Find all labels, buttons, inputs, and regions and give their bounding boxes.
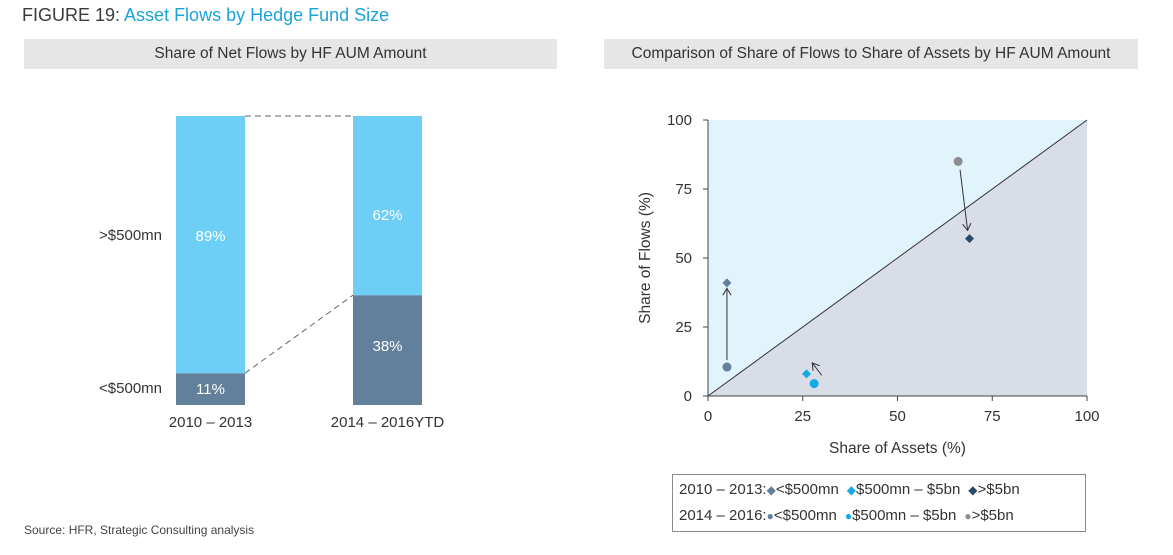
scatter-point-circle	[809, 379, 819, 389]
legend-row-2014-2016: 2014 – 2016:●<$500mn ●$500mn – $5bn ●>$5bn	[679, 504, 1014, 528]
legend-item: >$5bn	[977, 481, 1020, 498]
arrow-shaft	[959, 169, 969, 231]
series-label-over-500mn: >$500mn	[99, 227, 162, 244]
connector-line-segment	[244, 294, 354, 374]
left-panel-title: Share of Net Flows by HF AUM Amount	[24, 39, 557, 69]
right-panel-title: Comparison of Share of Flows to Share of…	[604, 39, 1138, 69]
arrow-head	[962, 222, 972, 232]
category-tick-label: 2014 – 2016YTD	[331, 414, 445, 431]
legend-period: 2014 – 2016:	[679, 507, 767, 524]
category-tick-label: 2010 – 2013	[169, 414, 252, 431]
figure-label: FIGURE 19:	[22, 5, 121, 25]
legend-marker-diamond-small: ◆	[766, 483, 776, 497]
x-tick-label: 25	[794, 408, 811, 425]
legend-marker-circle-large: ●	[964, 509, 972, 523]
legend-item: <$500mn	[773, 507, 837, 524]
bar-segment-under-500mn	[176, 373, 245, 405]
bar-segment-over-500mn	[353, 116, 422, 296]
legend-marker-diamond-large: ◆	[968, 483, 978, 497]
bar-data-label: 62%	[372, 207, 402, 224]
y-tick-label: 100	[667, 112, 692, 129]
bar-data-label: 89%	[195, 228, 225, 245]
bar-segment-under-500mn	[353, 295, 422, 405]
y-axis-label: Share of Flows (%)	[637, 192, 654, 324]
arrow-head	[722, 287, 732, 296]
legend-item: $500mn – $5bn	[856, 481, 961, 498]
y-tick-label: 75	[675, 181, 692, 198]
legend-item: $500mn – $5bn	[852, 507, 957, 524]
source-note: Source: HFR, Strategic Consulting analys…	[24, 523, 255, 537]
legend-item: <$500mn	[775, 481, 839, 498]
arrow-shaft	[811, 362, 823, 376]
x-tick-label: 75	[984, 408, 1001, 425]
legend-marker-diamond-mid: ◆	[846, 483, 857, 497]
diagonal-line	[707, 119, 1088, 397]
arrow-head	[811, 362, 820, 371]
scatter-point-circle	[722, 362, 732, 372]
x-tick-label: 0	[704, 408, 712, 425]
legend-period: 2010 – 2013:	[679, 481, 767, 498]
legend-item: >$5bn	[971, 507, 1014, 524]
figure-heading: Asset Flows by Hedge Fund Size	[124, 5, 390, 25]
series-label-under-500mn: <$500mn	[99, 380, 162, 397]
y-tick-label: 25	[675, 319, 692, 336]
scatter-point-diamond	[802, 369, 812, 379]
bar-segment-over-500mn	[176, 116, 245, 374]
legend-marker-circle-mid: ●	[844, 509, 853, 523]
legend-row-2010-2013: 2010 – 2013:◆<$500mn ◆$500mn – $5bn ◆>$5bn	[679, 478, 1020, 502]
scatter-chart: 0 25 50 75 100 0 25 50 75 100 Share of Assets (%) S…	[637, 112, 1100, 457]
x-tick-label: 100	[1074, 408, 1099, 425]
bar-data-label: 38%	[372, 338, 402, 355]
y-tick-label: 50	[675, 250, 692, 267]
scatter-point-diamond	[722, 278, 732, 288]
legend-marker-circle-small: ●	[766, 509, 774, 523]
scatter-point-circle	[953, 156, 963, 166]
scatter-legend: 2010 – 2013:◆<$500mn ◆$500mn – $5bn ◆>$5bn…	[672, 474, 1086, 532]
bar-data-label: 11%	[196, 381, 225, 398]
y-tick-label: 0	[684, 388, 692, 405]
scatter-point-diamond	[965, 234, 975, 244]
stacked-bar-chart: 11% 89% 2010 – 2013 38% 62% 2014 – 2016YTD >$5…	[99, 115, 445, 431]
figure-title: FIGURE 19: Asset Flows by Hedge Fund Siz…	[22, 5, 389, 26]
x-axis-label: Share of Assets (%)	[829, 440, 966, 457]
x-tick-label: 50	[889, 408, 906, 425]
